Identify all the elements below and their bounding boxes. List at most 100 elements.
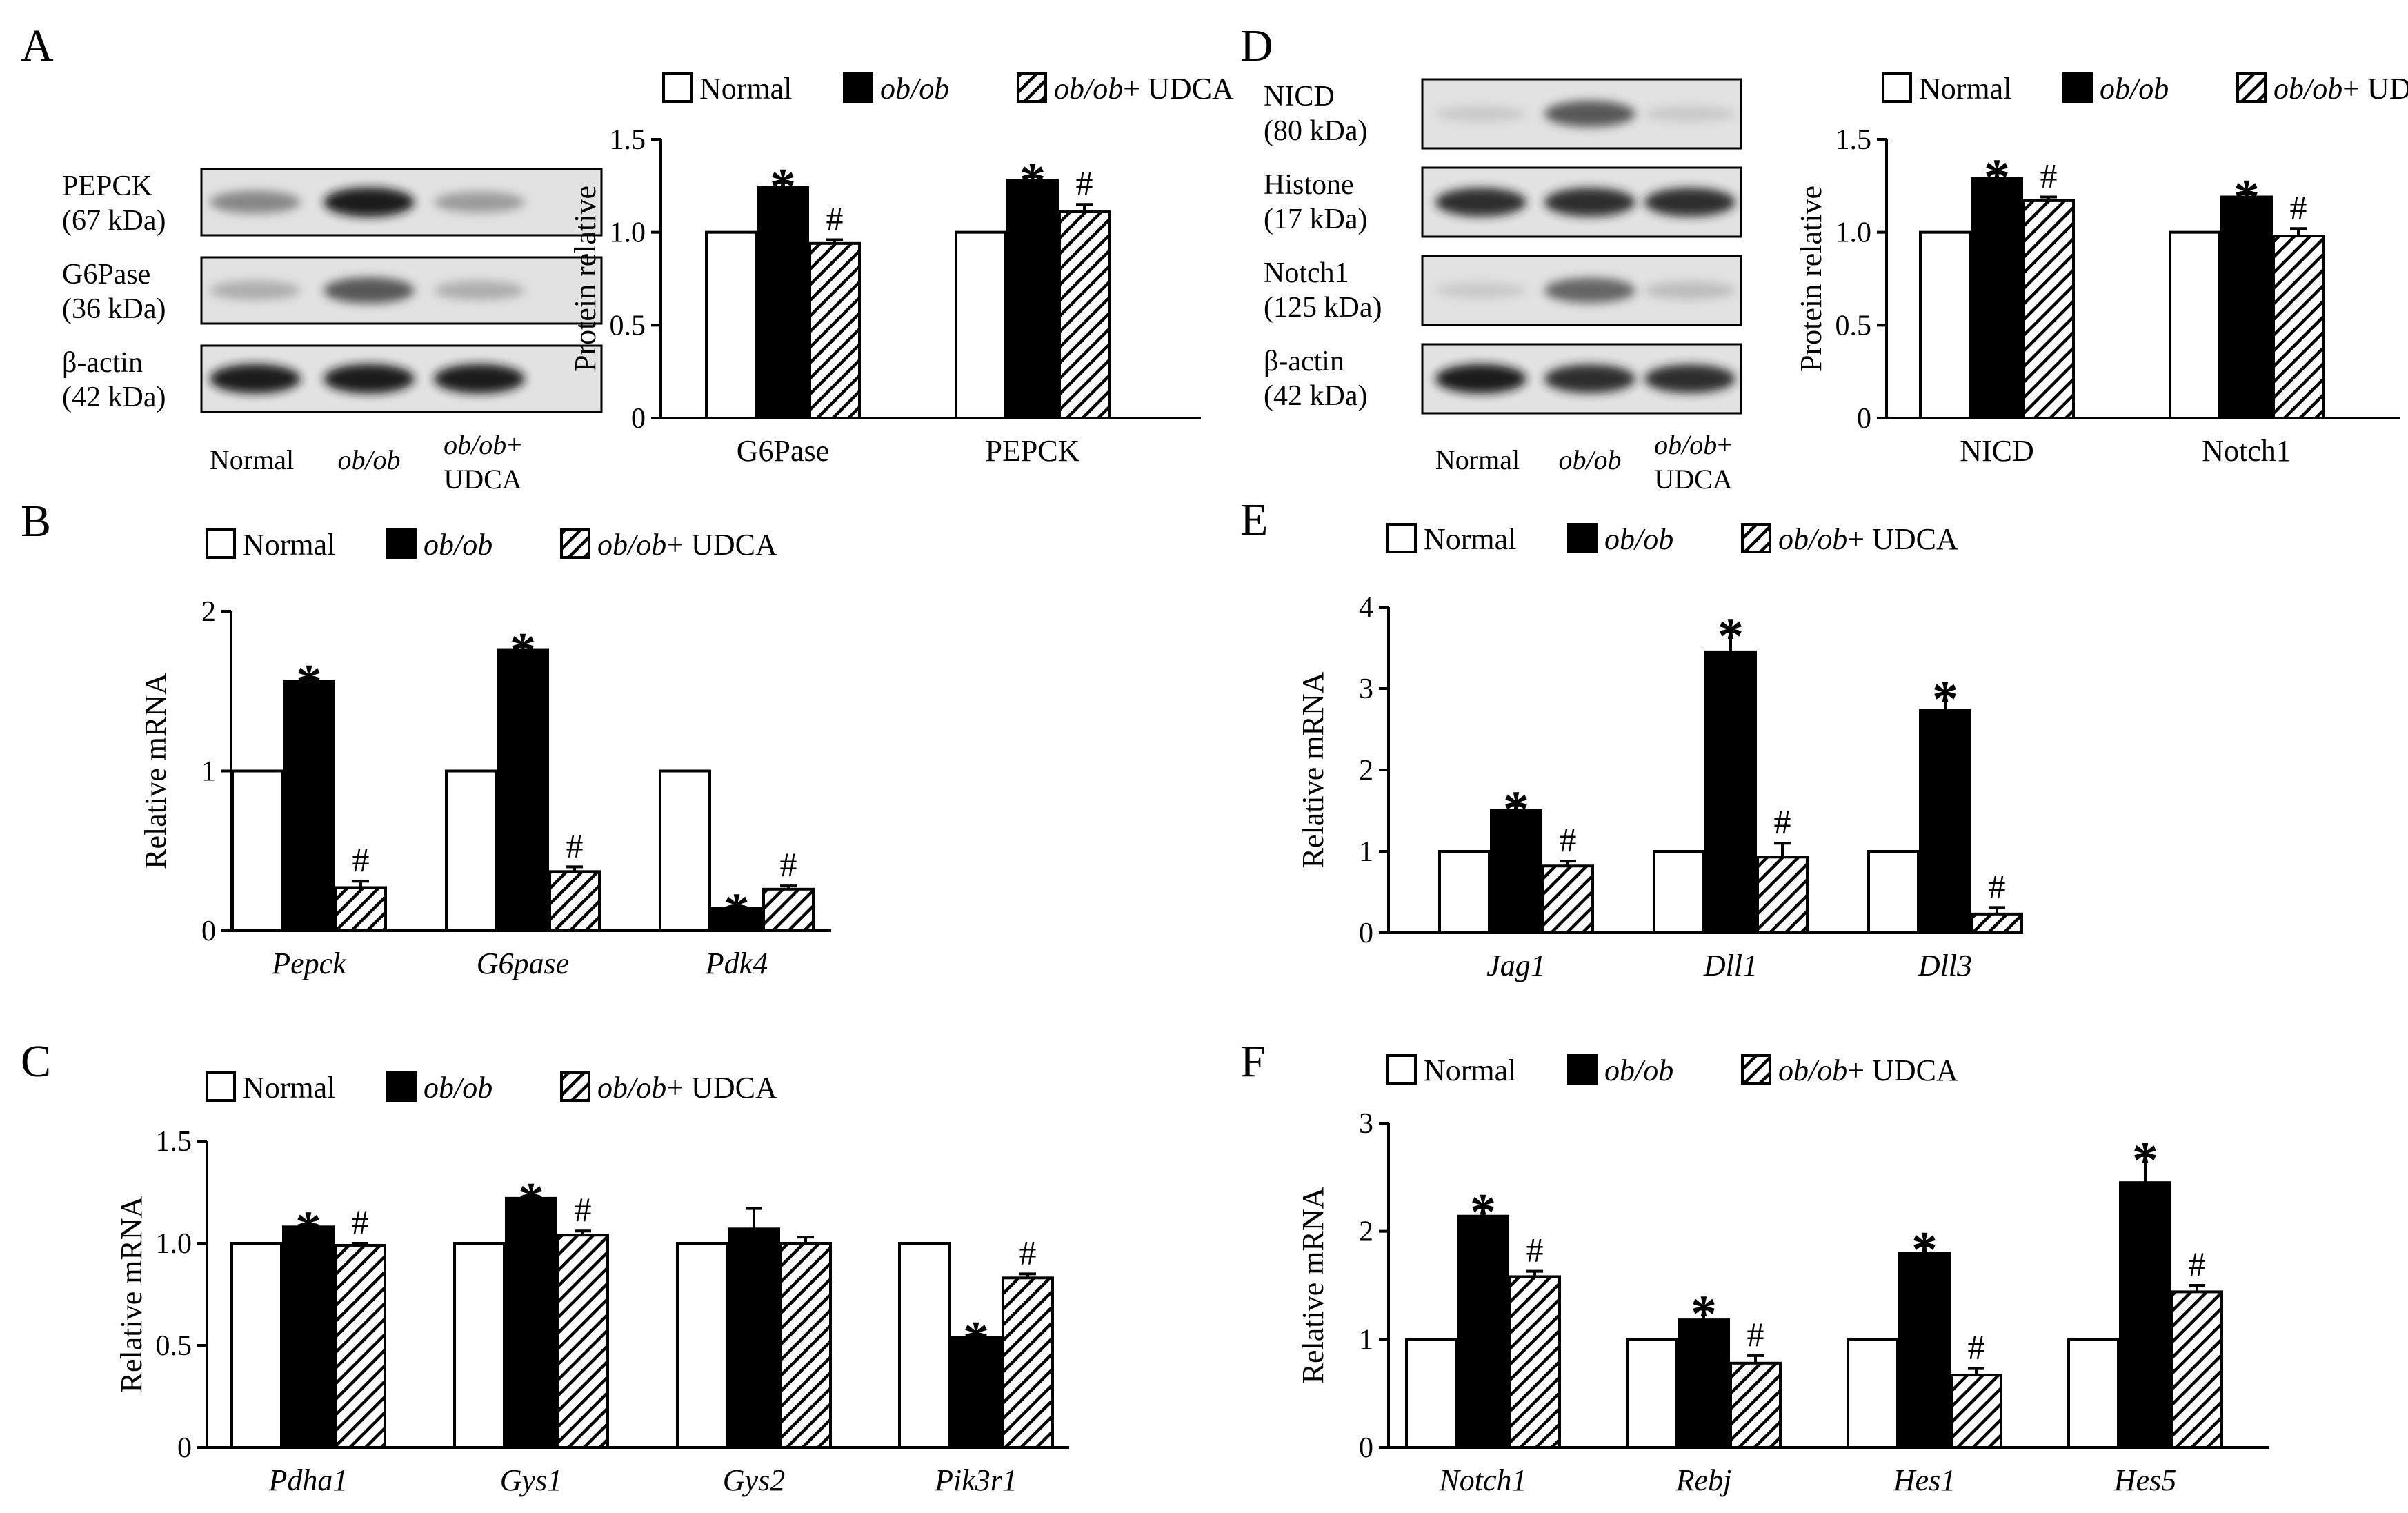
- y-tick-label: 0.5: [1835, 310, 1872, 342]
- blot-band: [1435, 282, 1526, 299]
- blot-band: [1435, 188, 1526, 217]
- legend-swatch: [206, 1071, 236, 1102]
- chart-panel-a: A Normal ob/ob ob/ob+ UDCA 0 0.5 1.0 1.5Protein…: [21, 21, 1234, 468]
- category-label: Hes5: [2113, 1463, 2176, 1497]
- y-tick-label: 1.0: [610, 217, 646, 249]
- legend-swatch: [560, 1071, 590, 1102]
- significance-hash: #: [575, 1190, 592, 1229]
- bar: [497, 648, 549, 932]
- significance-hash: #: [2290, 188, 2307, 226]
- y-tick-label: 2: [1359, 1216, 1373, 1248]
- category-label: Pdk4: [705, 947, 768, 980]
- blot-band: [1644, 188, 1735, 217]
- blot-band: [1644, 364, 1735, 393]
- bar: [505, 1196, 557, 1449]
- legend-swatch: [662, 72, 693, 103]
- blot-band: [1544, 101, 1635, 127]
- legend-label: ob/ob+ UDCA: [597, 1071, 777, 1105]
- blot-band: [1544, 188, 1635, 217]
- significance-hash: #: [1774, 802, 1791, 841]
- chart-legend: Normal ob/ob ob/ob+ UDCA: [206, 528, 777, 562]
- blot-row: Histone(17 kDa): [1264, 166, 1742, 238]
- bar: [1438, 850, 1491, 934]
- chart-legend: Normal ob/ob ob/ob+ UDCA: [1386, 1054, 1958, 1087]
- bar: [1704, 650, 1757, 935]
- category-label: Pepck: [271, 947, 347, 980]
- significance-hash: #: [826, 199, 844, 237]
- bar: [779, 1242, 832, 1449]
- y-tick-label: 0: [1359, 1432, 1373, 1464]
- significance-hash: #: [1989, 867, 2006, 905]
- y-tick-label: 1: [201, 756, 216, 788]
- legend-label: Normal: [243, 528, 335, 562]
- y-tick-label: 0: [1857, 403, 1871, 435]
- bar: [1006, 179, 1059, 419]
- bar: [557, 1234, 609, 1450]
- blot-protein-label: NICD: [1264, 81, 1335, 112]
- significance-star: *: [1984, 148, 2010, 206]
- category-label: Notch1: [1438, 1463, 1526, 1497]
- y-tick-label: 3: [1359, 673, 1373, 705]
- legend-swatch: [1567, 523, 1598, 553]
- bar: [231, 769, 283, 932]
- y-tick-label: 3: [1359, 1108, 1373, 1140]
- chart-panel-e: E Normal ob/ob ob/ob+ UDCA 0 1 2 3 4 Relative mRN…: [1240, 495, 2023, 982]
- y-tick-label: 0.5: [156, 1330, 192, 1362]
- blot-band: [1644, 106, 1735, 122]
- lane-label-udca: ob/ob+: [1654, 429, 1733, 460]
- bar: [1971, 177, 2023, 419]
- blot-band: [1544, 364, 1635, 393]
- y-tick-label: 4: [1359, 592, 1373, 624]
- legend-label: ob/ob: [2100, 72, 2169, 106]
- bar: [1626, 1338, 1678, 1450]
- y-axis-label: Relative mRNA: [1296, 1187, 1330, 1383]
- lane-label-obob: ob/ob: [1558, 444, 1621, 475]
- significance-hash: #: [2189, 1245, 2206, 1283]
- lane-label-normal: Normal: [1435, 444, 1520, 475]
- chart-legend: Normal ob/ob ob/ob+ UDCA: [1386, 522, 1958, 556]
- bar: [1653, 850, 1705, 934]
- bar: [898, 1242, 951, 1449]
- legend-swatch: [843, 72, 873, 103]
- blot-kda-label: (36 kDa): [62, 293, 166, 325]
- bar: [1919, 709, 1971, 934]
- bar: [762, 887, 815, 933]
- blot-protein-label: G6Pase: [62, 259, 150, 290]
- y-tick-label: 0: [177, 1432, 192, 1464]
- blot-band: [1644, 281, 1735, 299]
- category-label: PEPCK: [986, 434, 1080, 468]
- y-tick-label: 0: [631, 403, 646, 435]
- y-tick-label: 1.0: [1835, 217, 1872, 249]
- category-label: G6pase: [477, 947, 569, 980]
- legend-label: ob/ob+ UDCA: [1054, 72, 1234, 106]
- blot-kda-label: (42 kDa): [62, 382, 166, 413]
- legend-swatch: [1017, 72, 1047, 103]
- significance-star: *: [1718, 607, 1744, 665]
- y-axis-label: Relative mRNA: [139, 673, 172, 869]
- bar: [1457, 1214, 1509, 1449]
- blot-row: β-actin(42 kDa): [62, 344, 603, 413]
- blot-kda-label: (67 kDa): [62, 205, 166, 237]
- significance-hash: #: [1526, 1231, 1544, 1269]
- legend-label: ob/ob: [1604, 522, 1673, 556]
- bar: [1919, 230, 1971, 419]
- y-tick-label: 2: [201, 596, 216, 628]
- bar: [1729, 1361, 1782, 1450]
- y-tick-label: 0: [201, 916, 216, 947]
- significance-hash: #: [1747, 1315, 1764, 1354]
- bar: [2119, 1181, 2171, 1449]
- significance-hash: #: [1968, 1328, 1985, 1367]
- bar: [283, 680, 335, 932]
- significance-hash: #: [566, 826, 584, 864]
- blot-row: β-actin(42 kDa): [1264, 343, 1742, 415]
- bar: [955, 230, 1007, 419]
- category-label: Pdha1: [268, 1463, 348, 1497]
- legend-label: Normal: [1424, 522, 1516, 556]
- significance-star: *: [963, 1311, 989, 1369]
- blot-kda-label: (80 kDa): [1264, 115, 1367, 147]
- blot-protein-label: β-actin: [1264, 346, 1344, 377]
- blot-row: G6Pase(36 kDa): [62, 256, 603, 325]
- legend-label: ob/ob+ UDCA: [2273, 72, 2408, 106]
- chart-legend: Normal ob/ob ob/ob+ UDCA: [206, 1071, 777, 1105]
- significance-star: *: [770, 158, 796, 216]
